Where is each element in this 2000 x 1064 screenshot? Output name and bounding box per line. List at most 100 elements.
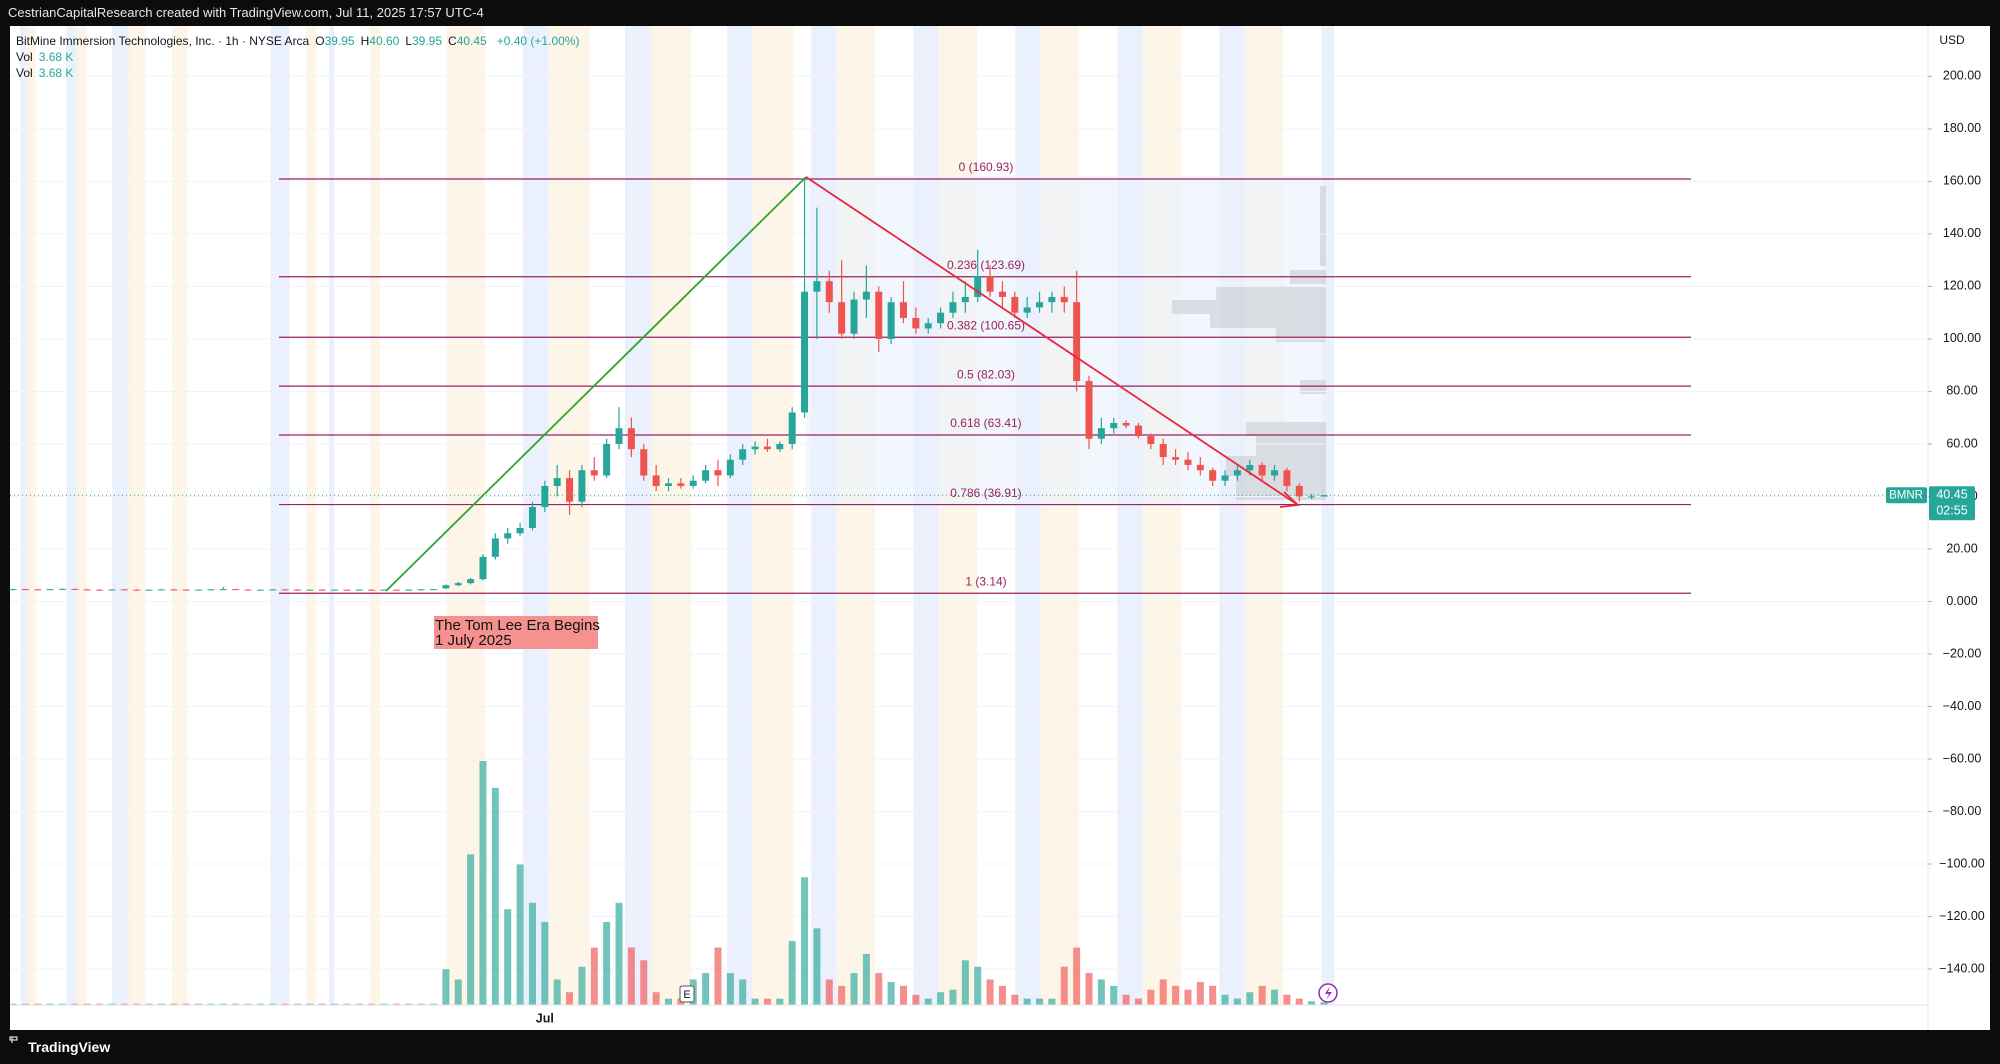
volume-bar: [479, 761, 487, 1005]
candle-body: [442, 585, 450, 589]
fib-label: 0.382 (100.65): [947, 318, 1025, 332]
earnings-marker[interactable]: E: [683, 989, 690, 1001]
candle-body: [1283, 470, 1291, 486]
candle-body: [924, 323, 932, 329]
candle-body: [677, 483, 685, 486]
volume-bar: [108, 1003, 116, 1005]
lightning: [1325, 986, 1332, 1000]
profile-bar: [1216, 286, 1326, 300]
candle-body: [504, 533, 512, 539]
x-tick-label: Jul: [536, 1011, 554, 1025]
symbol: BitMine Immersion Technologies, Inc. · 1…: [16, 34, 310, 48]
y-tick-label: −20.00: [1943, 646, 1982, 660]
session-band: [369, 26, 381, 1005]
candle-body: [1172, 457, 1180, 460]
volume-bar: [195, 1003, 203, 1005]
volume-bar: [331, 1003, 339, 1005]
y-tick-label: 180.00: [1943, 121, 1981, 135]
footer-brand: TradingView: [28, 1039, 111, 1055]
volume-bar: [998, 985, 1006, 1005]
candle-body: [244, 589, 252, 591]
candle-body: [838, 302, 846, 334]
volume-bar: [21, 1003, 29, 1005]
candle-body: [887, 302, 895, 339]
drawings: [385, 176, 1301, 592]
volume-bar: [776, 998, 784, 1005]
candle-body: [986, 275, 994, 292]
volume-bar: [1085, 973, 1093, 1005]
session-band: [1244, 26, 1284, 1005]
ticker-label: BMNR: [1889, 489, 1923, 501]
profile-bar: [1172, 300, 1326, 314]
session-band: [306, 26, 317, 1005]
candle-body: [467, 579, 475, 584]
ohlc-item: H40.60: [361, 33, 404, 49]
volume-bar: [516, 864, 524, 1005]
volume-bar: [528, 902, 536, 1005]
volume-value: 3.68 K: [38, 66, 74, 80]
candle-body: [405, 589, 413, 591]
session-band: [811, 26, 837, 1005]
ohlc-item: L39.95: [405, 33, 446, 49]
fib-label: 0.786 (36.91): [950, 486, 1021, 500]
currency: USD: [1939, 33, 1965, 47]
volume-bar: [405, 1003, 413, 1005]
earnings-box[interactable]: [679, 985, 695, 1003]
volume-bar: [83, 1003, 91, 1005]
candle-body: [170, 589, 178, 591]
volume-bar: [850, 973, 858, 1005]
candle-body: [1271, 470, 1279, 476]
candle-body: [862, 291, 870, 300]
candle-body: [937, 312, 945, 324]
volume-bar: [392, 1003, 400, 1005]
volume-bar: [145, 1003, 153, 1005]
fib-label: 0.5 (82.03): [957, 367, 1015, 381]
session-band: [127, 26, 146, 1005]
volume-bar: [1271, 989, 1279, 1005]
volume-bar: [899, 985, 907, 1005]
session-band: [1142, 26, 1182, 1005]
volume-bar: [355, 1003, 363, 1005]
candle-body: [479, 556, 487, 580]
volume-bar: [801, 877, 809, 1005]
volume-bar: [380, 1003, 388, 1005]
candle-body: [293, 589, 301, 591]
y-tick-label: −120.00: [1939, 909, 1985, 923]
volume-bar: [1320, 1002, 1328, 1005]
candle-body: [145, 589, 153, 591]
volume-bar: [912, 994, 920, 1005]
ohlc-key: O: [315, 34, 325, 48]
candle-body: [46, 589, 54, 591]
candle-body: [343, 589, 351, 591]
candle-body: [1060, 296, 1068, 303]
profile-bar: [1320, 186, 1326, 266]
y-tick-label: 60.00: [1946, 436, 1977, 450]
volume-bar: [1233, 998, 1241, 1005]
volume-bar: [467, 854, 475, 1005]
ohlc-value: 39.95: [324, 34, 355, 48]
fib-label: 1 (3.14): [965, 574, 1006, 588]
candle-body: [306, 589, 314, 591]
volume-bar: [702, 973, 710, 1005]
candle-body: [1295, 485, 1303, 497]
candle-body: [1221, 475, 1229, 481]
candle-body: [207, 589, 215, 591]
candle-body: [1184, 459, 1192, 465]
fib-label: 0.618 (63.41): [950, 416, 1021, 430]
volume-bar: [1308, 1001, 1316, 1005]
volume-bar: [961, 960, 969, 1005]
volume-bar: [430, 1003, 438, 1005]
attribution: CestrianCapitalResearch created with Tra…: [8, 5, 484, 20]
profile-bar: [1300, 380, 1326, 394]
volume-bar: [96, 1003, 104, 1005]
volume-key: Vol: [16, 66, 33, 80]
candle-body: [454, 583, 462, 586]
candle-body: [1147, 436, 1155, 444]
candle-body: [751, 446, 759, 450]
candle-body: [590, 470, 598, 476]
profile-bar: [1256, 436, 1326, 456]
trend-line-up: [385, 176, 807, 592]
volume-bar: [949, 989, 957, 1005]
candle-body: [1023, 307, 1031, 313]
session-band: [1321, 26, 1335, 1005]
